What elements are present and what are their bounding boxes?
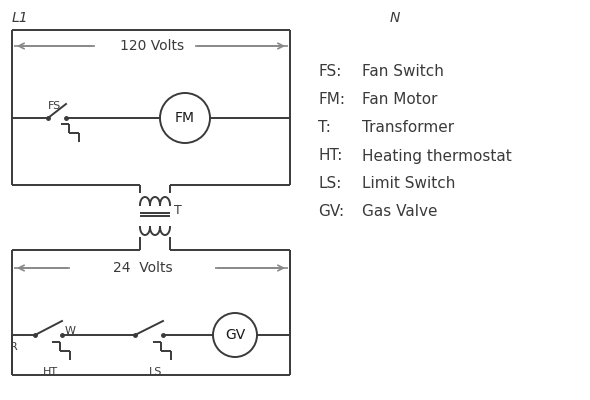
- Text: T: T: [174, 204, 182, 218]
- Text: L1: L1: [12, 11, 29, 25]
- Text: 24  Volts: 24 Volts: [113, 261, 173, 275]
- Text: HT: HT: [42, 367, 58, 377]
- Text: FS: FS: [48, 101, 61, 111]
- Text: R: R: [10, 342, 18, 352]
- Text: GV: GV: [225, 328, 245, 342]
- Text: FM:: FM:: [318, 92, 345, 108]
- Text: 120 Volts: 120 Volts: [120, 39, 184, 53]
- Text: FS:: FS:: [318, 64, 342, 80]
- Text: Gas Valve: Gas Valve: [362, 204, 438, 220]
- Text: Heating thermostat: Heating thermostat: [362, 148, 512, 164]
- Text: W: W: [65, 326, 76, 336]
- Text: Transformer: Transformer: [362, 120, 454, 136]
- Text: LS: LS: [149, 367, 163, 377]
- Text: Fan Motor: Fan Motor: [362, 92, 438, 108]
- Text: GV:: GV:: [318, 204, 344, 220]
- Text: N: N: [390, 11, 401, 25]
- Text: FM: FM: [175, 111, 195, 125]
- Text: Limit Switch: Limit Switch: [362, 176, 455, 192]
- Text: LS:: LS:: [318, 176, 342, 192]
- Text: Fan Switch: Fan Switch: [362, 64, 444, 80]
- Text: HT:: HT:: [318, 148, 342, 164]
- Text: T:: T:: [318, 120, 331, 136]
